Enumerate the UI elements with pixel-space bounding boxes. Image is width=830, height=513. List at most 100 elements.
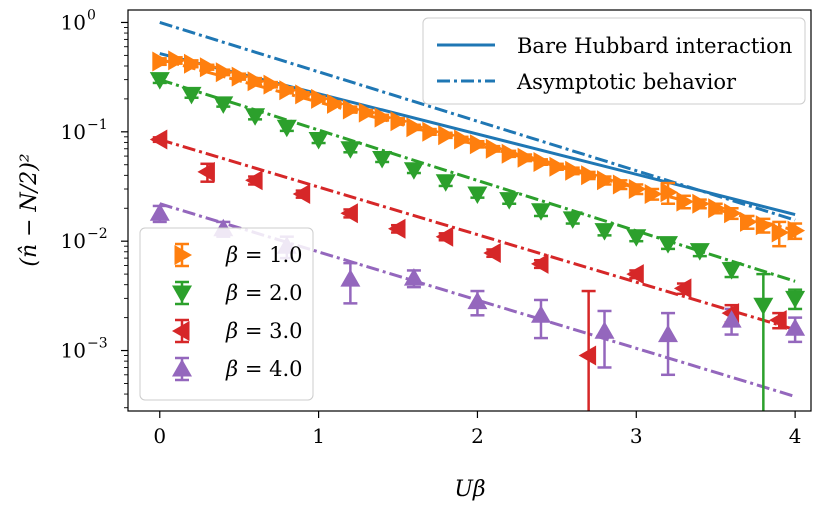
legend-beta-1-label: β = 1.0 — [225, 243, 303, 267]
data-point-beta-4 — [721, 310, 742, 328]
data-point-beta-3 — [578, 345, 597, 366]
data-point-beta-4 — [594, 321, 615, 339]
x-tick-label: 2 — [471, 424, 484, 448]
data-point-beta-2 — [149, 72, 170, 90]
data-point-beta-2 — [785, 290, 806, 309]
data-point-beta-3 — [769, 310, 787, 331]
data-point-beta-1 — [279, 80, 297, 101]
data-point-beta-1 — [692, 193, 710, 214]
data-point-beta-2 — [562, 211, 583, 229]
data-point-beta-1 — [168, 50, 186, 71]
x-tick-label: 0 — [153, 424, 166, 448]
data-point-beta-1 — [454, 129, 472, 150]
data-point-beta-2 — [467, 186, 488, 204]
error-bar-beta-4 — [661, 311, 676, 377]
data-point-beta-4 — [467, 291, 488, 310]
legend-beta-series: β = 1.0 β = 2.0 β = 3.0 β = 4.0 — [139, 227, 314, 401]
data-point-beta-1 — [374, 107, 393, 128]
y-tick-exponent: −3 — [87, 336, 108, 352]
data-point-beta-2 — [245, 108, 266, 126]
data-point-beta-3 — [673, 278, 692, 299]
data-point-beta-4 — [403, 268, 424, 286]
data-point-beta-1 — [549, 156, 567, 177]
data-point-beta-1 — [327, 93, 345, 114]
legend-reference-lines: Bare Hubbard interaction Asymptotic beha… — [422, 17, 806, 105]
legend-marker-beta-1 — [174, 242, 192, 268]
legend-bare-hubbard-label: Bare Hubbard interaction — [517, 34, 792, 58]
legend-beta-2-label: β = 2.0 — [225, 281, 303, 305]
data-point-beta-1 — [485, 138, 504, 159]
data-point-beta-1 — [644, 184, 663, 204]
plot-frame — [127, 9, 812, 412]
data-point-beta-1 — [422, 121, 440, 142]
data-point-beta-3 — [388, 218, 406, 239]
data-point-beta-1 — [565, 160, 583, 181]
y-tick-label: 10 — [61, 10, 86, 34]
legend-beta-4-label: β = 4.0 — [225, 357, 303, 381]
data-point-beta-1 — [755, 215, 774, 236]
data-point-beta-1 — [740, 211, 758, 232]
data-point-beta-1 — [358, 102, 377, 123]
x-tick-label: 3 — [630, 424, 643, 448]
data-point-beta-1 — [612, 174, 631, 195]
legend-top-frame — [422, 17, 806, 105]
data-point-beta-2 — [213, 96, 234, 114]
legend-asymptotic-label: Asymptotic behavior — [516, 70, 737, 94]
data-point-beta-1 — [771, 222, 790, 243]
data-point-beta-1 — [724, 203, 742, 224]
data-point-beta-2 — [340, 141, 361, 159]
y-tick-label: 10 — [61, 229, 86, 253]
data-point-beta-1 — [231, 66, 250, 87]
error-bar-beta-2 — [756, 272, 771, 411]
data-point-beta-3 — [149, 129, 168, 150]
data-point-beta-4 — [340, 269, 361, 287]
data-point-beta-1 — [581, 165, 599, 186]
data-point-beta-1 — [787, 220, 806, 241]
data-point-beta-1 — [469, 134, 488, 155]
data-point-beta-1 — [708, 198, 726, 219]
asymptotic-line — [159, 21, 796, 222]
data-point-beta-2 — [499, 192, 520, 210]
data-point-beta-2 — [689, 243, 710, 261]
data-point-beta-2 — [658, 236, 678, 254]
data-point-beta-3 — [245, 170, 263, 191]
data-point-beta-1 — [628, 179, 647, 199]
data-point-beta-1 — [184, 53, 202, 74]
data-point-beta-2 — [594, 223, 615, 241]
x-tick-label: 1 — [312, 424, 325, 448]
legend-marker-beta-3 — [172, 318, 190, 344]
data-point-beta-3 — [483, 243, 501, 263]
x-axis-ticks: 0 1 2 3 4 — [153, 411, 801, 448]
fit-line-beta-2 — [159, 78, 796, 283]
data-point-beta-1 — [199, 57, 218, 78]
data-point-beta-3 — [626, 264, 644, 285]
y-tick-label: 10 — [61, 120, 86, 144]
y-axis-label: (n̂ − N/2)² — [17, 153, 42, 266]
data-point-beta-2 — [721, 262, 742, 280]
data-point-beta-1 — [533, 152, 551, 172]
data-point-beta-1 — [597, 170, 615, 191]
legend-marker-beta-2 — [172, 280, 192, 306]
y-tick-label: 10 — [61, 339, 86, 363]
data-point-beta-1 — [660, 182, 678, 203]
data-point-beta-1 — [390, 111, 408, 132]
data-point-beta-3 — [197, 161, 215, 182]
data-point-beta-3 — [531, 253, 549, 274]
data-point-beta-1 — [152, 51, 170, 72]
data-point-beta-2 — [403, 162, 424, 180]
data-point-beta-2 — [181, 86, 202, 105]
data-point-beta-2 — [276, 119, 297, 138]
data-point-beta-4 — [785, 318, 806, 336]
x-axis-label: Uβ — [454, 477, 485, 502]
data-point-beta-1 — [438, 125, 456, 146]
y-tick-exponent: −1 — [87, 117, 108, 133]
x-tick-label: 4 — [789, 424, 802, 448]
data-point-beta-4 — [531, 305, 551, 323]
data-point-beta-1 — [517, 147, 536, 168]
legend-beta-3-label: β = 3.0 — [225, 319, 303, 343]
data-point-beta-2 — [531, 203, 551, 221]
y-tick-exponent: 0 — [87, 7, 96, 23]
data-point-beta-1 — [215, 62, 234, 83]
